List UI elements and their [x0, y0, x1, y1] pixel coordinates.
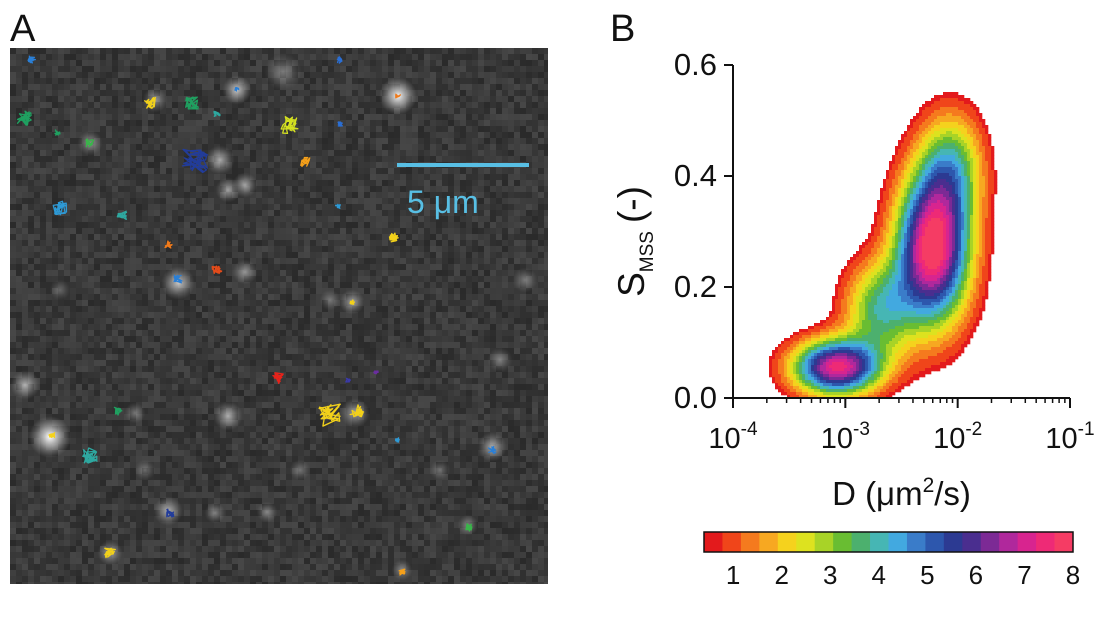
- particle-track: [396, 438, 400, 442]
- panel-a-label: A: [10, 10, 35, 48]
- colorbar-tick-label: 4: [872, 560, 886, 590]
- colorbar-tick-label: 8: [1066, 560, 1080, 590]
- colorbar-tick-label: 6: [969, 560, 983, 590]
- colorbar-tick-label: 7: [1017, 560, 1031, 590]
- x-axis-label: D (μm2/s): [832, 474, 971, 512]
- x-tick-label: 10-4: [708, 419, 758, 455]
- fluorescent-spot: [161, 266, 195, 300]
- y-tick-label: 0.2: [674, 269, 717, 304]
- fluorescent-spot: [135, 460, 156, 481]
- colorbar-segment: [722, 532, 741, 552]
- colorbar-segment: [999, 532, 1018, 552]
- x-tick-label: 10-2: [933, 419, 982, 455]
- fluorescent-spot: [264, 53, 302, 91]
- microscopy-image: 5 μm: [10, 48, 548, 584]
- fluorescent-spot: [205, 503, 226, 524]
- particle-track: [346, 378, 350, 382]
- noise-texture: [10, 48, 548, 584]
- contour-fill: [769, 92, 997, 398]
- colorbar-tick-label: 2: [774, 560, 788, 590]
- colorbar-segment: [944, 532, 963, 552]
- contour-plot: 0.0 0.2 0.4 0.6 10-4 10-3 10-2 10-1 D (μm2/s) SMS…: [600, 40, 1100, 620]
- fluorescent-spot: [10, 370, 39, 399]
- colorbar-segment: [981, 532, 1000, 552]
- colorbar-segment: [833, 532, 852, 552]
- colorbar-segment: [1036, 532, 1055, 552]
- fluorescent-spot: [205, 145, 234, 174]
- contour-plot-panel: 0.0 0.2 0.4 0.6 10-4 10-3 10-2 10-1 D (μm2/s) SMS…: [600, 40, 1100, 620]
- particle-track: [338, 122, 342, 126]
- y-tick-label: 0.4: [674, 158, 717, 193]
- y-tick-label: 0.6: [674, 47, 717, 82]
- microscopy-canvas: [10, 48, 548, 584]
- scale-bar: [397, 163, 529, 167]
- colorbar-segment: [815, 532, 834, 552]
- fluorescent-spot: [512, 267, 537, 292]
- fluorescent-spot: [50, 280, 71, 301]
- colorbar-segment: [759, 532, 778, 552]
- scale-bar-label: 5 μm: [407, 186, 479, 218]
- colorbar-tick-label: 1: [726, 560, 740, 590]
- fluorescent-spot: [213, 401, 242, 430]
- particle-track: [186, 97, 199, 109]
- colorbar-segment: [889, 532, 908, 552]
- fluorescent-spot: [257, 502, 278, 523]
- colorbar-segment: [925, 532, 944, 552]
- fluorescent-spot: [215, 177, 240, 202]
- colorbar-segment: [778, 532, 797, 552]
- colorbar-segment: [1055, 532, 1074, 552]
- fluorescent-spot: [232, 259, 257, 284]
- colorbar-segment: [796, 532, 815, 552]
- colorbar-tick-label: 3: [823, 560, 837, 590]
- colorbar-segment: [962, 532, 981, 552]
- colorbar: [704, 532, 1073, 552]
- fluorescent-spot: [290, 460, 311, 481]
- fluorescent-spot: [487, 347, 512, 372]
- colorbar-segment: [907, 532, 926, 552]
- colorbar-segment: [741, 532, 760, 552]
- colorbar-segment: [852, 532, 871, 552]
- x-tick-label: 10-3: [821, 419, 870, 455]
- colorbar-segment: [1018, 532, 1037, 552]
- fluorescent-spot: [125, 403, 146, 424]
- fluorescent-spot: [320, 290, 341, 311]
- fluorescent-spot: [430, 460, 451, 481]
- x-tick-label: 10-1: [1045, 419, 1094, 455]
- y-tick-label: 0.0: [674, 380, 717, 415]
- colorbar-tick-label: 5: [920, 560, 934, 590]
- colorbar-segment: [704, 532, 723, 552]
- colorbar-segment: [870, 532, 889, 552]
- y-axis-label: SMSS(-): [611, 186, 658, 297]
